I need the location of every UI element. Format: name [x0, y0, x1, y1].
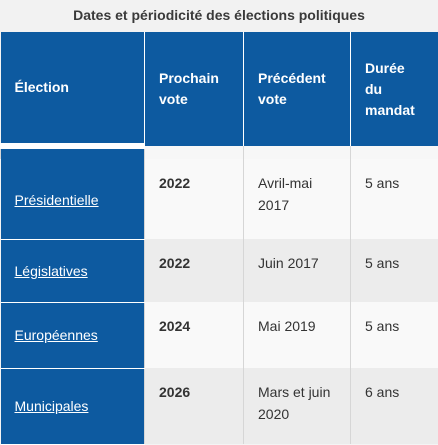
table-caption: Dates et périodicité des élections polit… [0, 0, 438, 32]
election-link-presidentielle[interactable]: Présidentielle [15, 192, 99, 208]
duration-cell: 6 ans [351, 368, 438, 444]
header-next-vote: Prochain vote [145, 32, 244, 146]
header-election: Élection [1, 32, 145, 146]
election-link-legislatives[interactable]: Législatives [15, 263, 88, 279]
header-previous-vote: Précédent vote [244, 32, 351, 146]
next-vote-cell: 2026 [145, 368, 244, 444]
duration-cell: 5 ans [351, 302, 438, 368]
duration-cell: 5 ans [351, 239, 438, 302]
election-cell: Législatives [1, 239, 145, 302]
table-header: Élection Prochain vote Précédent vote Du… [1, 32, 438, 146]
election-link-municipales[interactable]: Municipales [15, 398, 89, 414]
table-row: Législatives 2022 Juin 2017 5 ans [1, 239, 438, 302]
elections-table: Élection Prochain vote Précédent vote Du… [0, 32, 438, 445]
next-vote-cell: 2024 [145, 302, 244, 368]
election-link-europeennes[interactable]: Européennes [15, 327, 98, 343]
previous-vote-cell: Juin 2017 [244, 239, 351, 302]
election-cell: Municipales [1, 368, 145, 444]
election-cell: Présidentielle [1, 159, 145, 239]
next-vote-cell: 2022 [145, 159, 244, 239]
previous-vote-cell: Mars et juin 2020 [244, 368, 351, 444]
duration-cell: 5 ans [351, 159, 438, 239]
table-row: Municipales 2026 Mars et juin 2020 6 ans [1, 368, 438, 444]
header-mandate-duration: Durée du mandat [351, 32, 438, 146]
previous-vote-cell: Avril-mai 2017 [244, 159, 351, 239]
previous-vote-cell: Mai 2019 [244, 302, 351, 368]
table-row: Européennes 2024 Mai 2019 5 ans [1, 302, 438, 368]
table-spacer [1, 146, 438, 159]
next-vote-cell: 2022 [145, 239, 244, 302]
table-row: Présidentielle 2022 Avril-mai 2017 5 ans [1, 159, 438, 239]
election-cell: Européennes [1, 302, 145, 368]
